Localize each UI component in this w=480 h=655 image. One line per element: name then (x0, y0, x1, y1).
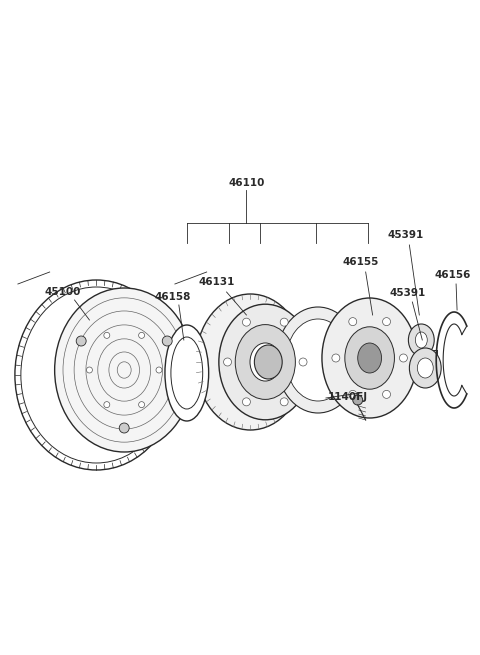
Circle shape (383, 390, 391, 398)
Text: 46156: 46156 (434, 270, 470, 280)
Circle shape (119, 423, 129, 433)
Text: 46155: 46155 (343, 257, 379, 267)
Circle shape (280, 398, 288, 406)
Ellipse shape (250, 343, 281, 381)
Circle shape (242, 318, 251, 326)
Circle shape (353, 395, 363, 405)
Ellipse shape (165, 325, 209, 421)
Circle shape (86, 367, 93, 373)
Text: 46110: 46110 (228, 178, 264, 188)
Circle shape (332, 354, 340, 362)
Circle shape (156, 367, 162, 373)
Text: 1140FJ: 1140FJ (328, 392, 368, 402)
Text: 45100: 45100 (45, 287, 81, 297)
Circle shape (349, 390, 357, 398)
Text: 45391: 45391 (387, 230, 424, 240)
Ellipse shape (358, 343, 382, 373)
Text: 45391: 45391 (389, 288, 426, 298)
Circle shape (139, 332, 144, 339)
Ellipse shape (219, 304, 312, 420)
Ellipse shape (415, 332, 427, 348)
Ellipse shape (345, 327, 395, 389)
Circle shape (162, 336, 172, 346)
Ellipse shape (235, 325, 295, 400)
Ellipse shape (254, 345, 282, 379)
Circle shape (242, 398, 251, 406)
Ellipse shape (417, 358, 433, 378)
Ellipse shape (55, 288, 194, 452)
Ellipse shape (196, 294, 305, 430)
Text: 46158: 46158 (154, 292, 191, 302)
Circle shape (299, 358, 307, 366)
Ellipse shape (409, 348, 441, 388)
Ellipse shape (286, 319, 350, 401)
Ellipse shape (408, 324, 434, 356)
Ellipse shape (322, 298, 417, 418)
Ellipse shape (276, 307, 360, 413)
Circle shape (280, 318, 288, 326)
Circle shape (104, 402, 110, 407)
Ellipse shape (15, 280, 178, 470)
Ellipse shape (171, 337, 203, 409)
Text: 46131: 46131 (199, 277, 235, 287)
Circle shape (224, 358, 231, 366)
Circle shape (76, 336, 86, 346)
Circle shape (383, 318, 391, 326)
Circle shape (349, 318, 357, 326)
Circle shape (399, 354, 408, 362)
Circle shape (139, 402, 144, 407)
Circle shape (104, 332, 110, 339)
